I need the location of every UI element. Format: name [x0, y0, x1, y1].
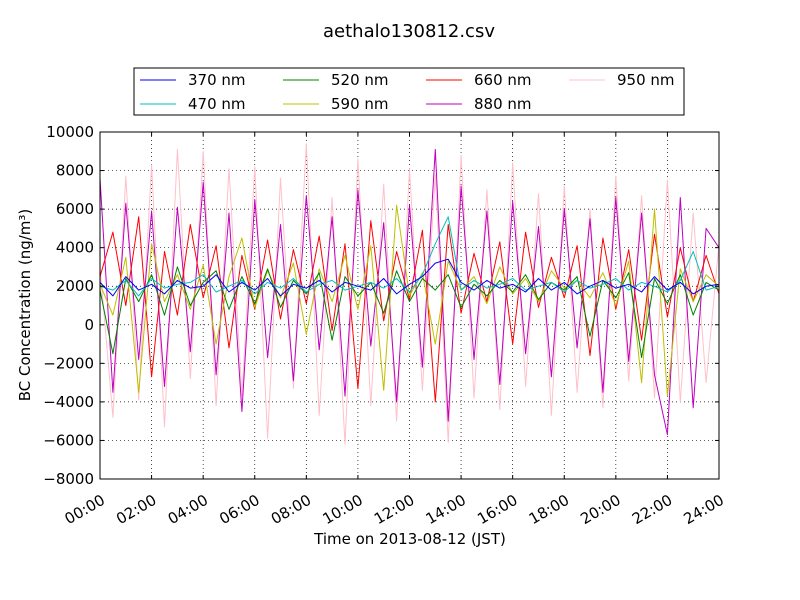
y-tick-label: 4000 — [56, 239, 94, 257]
y-tick-label: 2000 — [56, 277, 94, 295]
y-tick-label: 8000 — [56, 162, 94, 180]
y-axis-label: BC Concentration (ng/m³) — [16, 209, 34, 402]
legend-label: 660 nm — [474, 71, 532, 89]
x-tick-label: 06:00 — [216, 491, 262, 528]
y-tick-label: −4000 — [43, 393, 94, 411]
series-line-370-nm — [100, 258, 719, 297]
y-tick-label: 10000 — [46, 123, 94, 141]
series-line-880-nm — [100, 148, 719, 436]
series-line-470-nm — [100, 216, 719, 297]
chart-title: aethalo130812.csv — [323, 21, 495, 42]
legend-label: 520 nm — [331, 71, 389, 89]
x-tick-label: 08:00 — [268, 491, 314, 528]
x-tick-label: 18:00 — [526, 491, 572, 528]
x-axis-label: Time on 2013-08-12 (JST) — [313, 530, 506, 548]
x-tick-label: 10:00 — [319, 491, 365, 528]
series-layer — [100, 143, 719, 445]
series-line-660-nm — [100, 216, 719, 403]
series-line-950-nm — [100, 143, 719, 445]
x-tick-label: 20:00 — [577, 491, 623, 528]
x-tick-label: 02:00 — [113, 491, 159, 528]
series-line-520-nm — [100, 266, 719, 359]
x-tick-labels: 00:00 02:00 04:00 06:00 08:00 10:00 12:00 14:00… — [62, 491, 727, 528]
legend — [133, 67, 685, 116]
x-tick-label: 22:00 — [629, 491, 675, 528]
legend-label: 950 nm — [617, 71, 675, 89]
legend-label: 370 nm — [188, 71, 246, 89]
y-tick-labels: −8000 −6000 −4000 −2000 0 2000 4000 6000 8000 100… — [43, 123, 94, 488]
legend-label: 590 nm — [331, 95, 389, 113]
x-tick-label: 14:00 — [423, 491, 469, 528]
ticks — [99, 131, 720, 480]
y-tick-label: −2000 — [43, 354, 94, 372]
y-tick-label: −6000 — [43, 431, 94, 449]
legend-items: 370 nm 470 nm 520 nm 590 nm 660 nm 880 nm 950 … — [140, 71, 675, 113]
x-tick-label: 16:00 — [474, 491, 520, 528]
y-tick-label: −8000 — [43, 470, 94, 488]
legend-label: 880 nm — [474, 95, 532, 113]
x-tick-label: 24:00 — [681, 491, 727, 528]
y-tick-label: 0 — [84, 316, 94, 334]
series-line-590-nm — [100, 204, 719, 397]
x-tick-label: 12:00 — [371, 491, 417, 528]
x-tick-label: 00:00 — [62, 491, 108, 528]
legend-label: 470 nm — [188, 95, 246, 113]
y-tick-label: 6000 — [56, 200, 94, 218]
x-tick-label: 04:00 — [165, 491, 211, 528]
